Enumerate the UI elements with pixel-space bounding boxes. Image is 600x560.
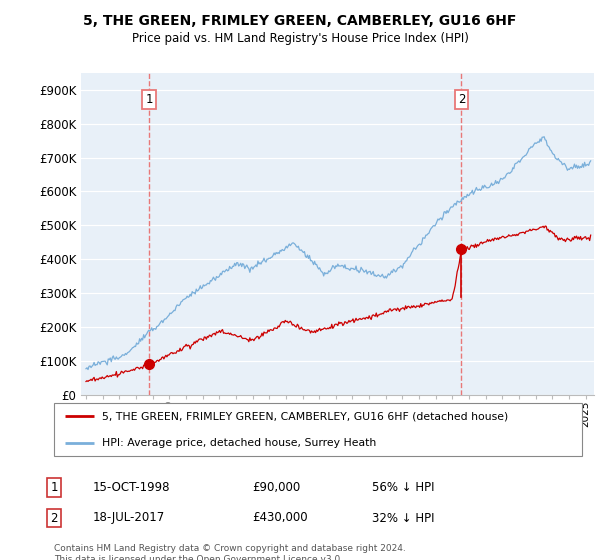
Text: 2: 2	[50, 511, 58, 525]
Text: Price paid vs. HM Land Registry's House Price Index (HPI): Price paid vs. HM Land Registry's House …	[131, 32, 469, 45]
Text: Contains HM Land Registry data © Crown copyright and database right 2024.
This d: Contains HM Land Registry data © Crown c…	[54, 544, 406, 560]
Text: 1: 1	[50, 480, 58, 494]
Text: 15-OCT-1998: 15-OCT-1998	[93, 480, 170, 494]
Text: 2: 2	[458, 94, 465, 106]
Text: 56% ↓ HPI: 56% ↓ HPI	[372, 480, 434, 494]
Text: 32% ↓ HPI: 32% ↓ HPI	[372, 511, 434, 525]
Text: £90,000: £90,000	[252, 480, 300, 494]
Text: £430,000: £430,000	[252, 511, 308, 525]
Text: 1: 1	[145, 94, 153, 106]
Text: 5, THE GREEN, FRIMLEY GREEN, CAMBERLEY, GU16 6HF (detached house): 5, THE GREEN, FRIMLEY GREEN, CAMBERLEY, …	[101, 412, 508, 422]
Text: 5, THE GREEN, FRIMLEY GREEN, CAMBERLEY, GU16 6HF: 5, THE GREEN, FRIMLEY GREEN, CAMBERLEY, …	[83, 14, 517, 28]
Text: 18-JUL-2017: 18-JUL-2017	[93, 511, 165, 525]
Text: HPI: Average price, detached house, Surrey Heath: HPI: Average price, detached house, Surr…	[101, 438, 376, 448]
FancyBboxPatch shape	[54, 403, 582, 456]
